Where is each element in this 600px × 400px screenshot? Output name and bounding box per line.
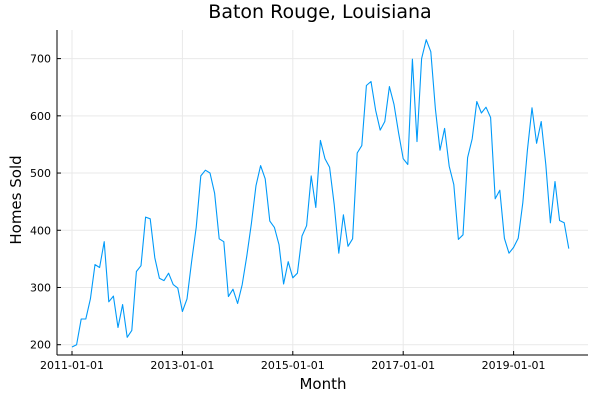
axes [56,30,588,356]
x-tick-label: 2013-01-01 [150,359,214,372]
x-tick-label: 2011-01-01 [40,359,104,372]
y-tick-label: 500 [30,167,51,180]
y-axis-label: Homes Sold [7,155,25,244]
y-tick-label: 600 [30,110,51,123]
chart-title: Baton Rouge, Louisiana [208,1,431,23]
x-tick-label: 2017-01-01 [371,359,435,372]
y-tick-label: 400 [30,224,51,237]
tick-labels: 200 300 400 500 600 700 2011-01-01 2013-01-01 20… [30,53,546,372]
y-tick-label: 700 [30,53,51,66]
series-line-homes-sold [71,39,570,348]
x-axis-label: Month [299,375,346,393]
series-layer [71,39,570,348]
y-tick-label: 300 [30,281,51,294]
grid [57,30,588,355]
y-tick-label: 200 [30,339,51,352]
x-tick-label: 2015-01-01 [261,359,325,372]
x-tick-label: 2019-01-01 [482,359,546,372]
